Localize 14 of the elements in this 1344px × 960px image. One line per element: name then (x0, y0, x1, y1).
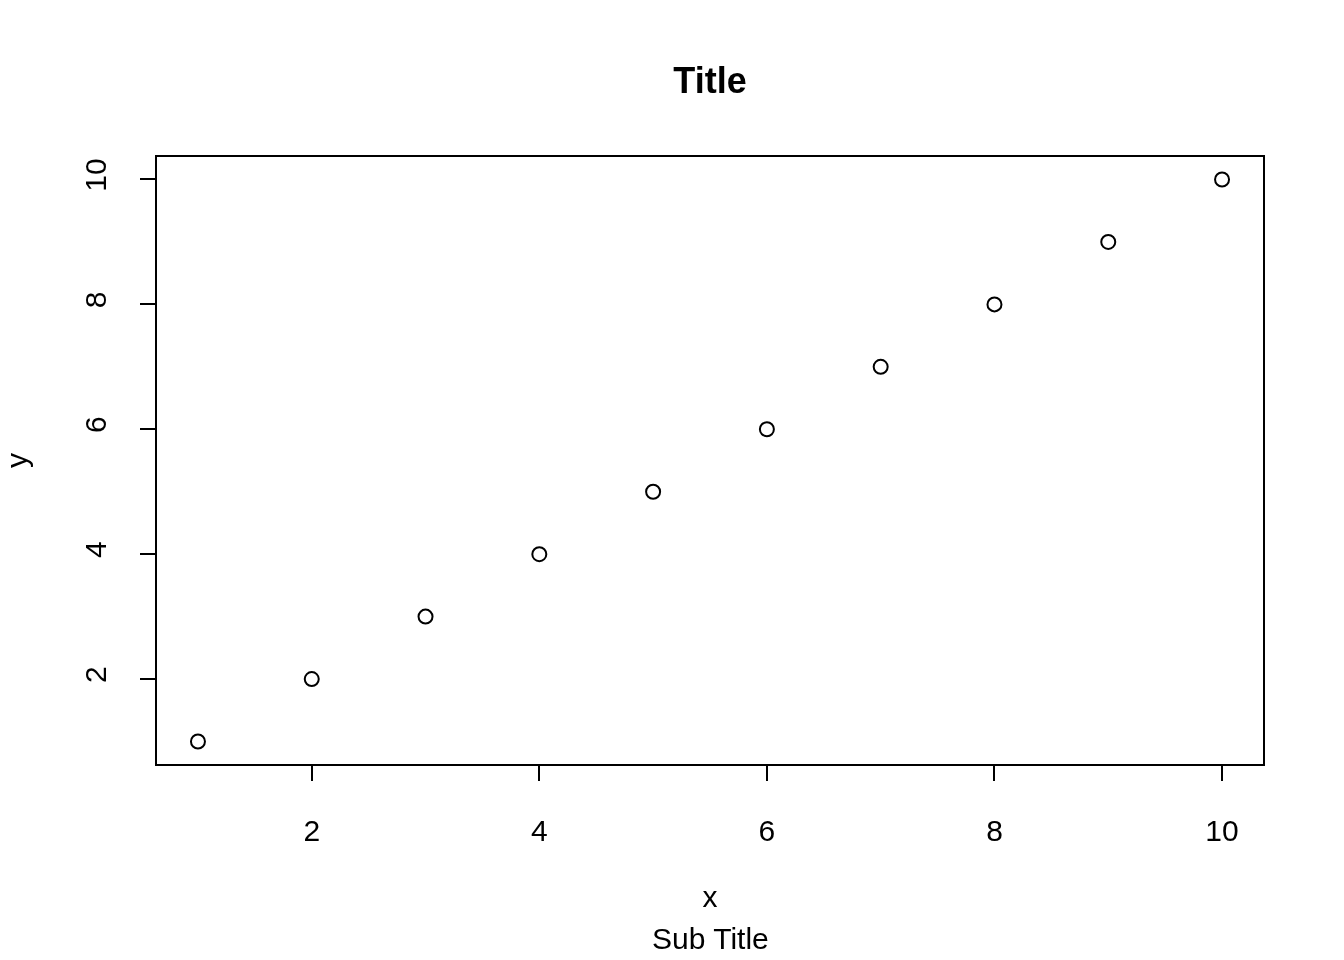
y-tick-label: 2 (79, 666, 112, 683)
x-tick-label: 2 (303, 814, 321, 847)
y-tick-label: 4 (79, 541, 112, 559)
y-axis-title: y (0, 453, 33, 468)
x-tick-label: 6 (758, 814, 776, 847)
y-tick-label: 10 (79, 158, 112, 192)
x-tick-label: 10 (1205, 814, 1239, 847)
x-tick-label: 8 (986, 814, 1003, 847)
x-tick-label: 4 (530, 814, 548, 847)
chart-title: Title (673, 59, 747, 101)
y-tick-label: 8 (79, 291, 112, 309)
text: Sub Title (652, 922, 769, 955)
y-tick-label: 6 (79, 416, 112, 434)
x-axis-title: x (702, 880, 718, 913)
